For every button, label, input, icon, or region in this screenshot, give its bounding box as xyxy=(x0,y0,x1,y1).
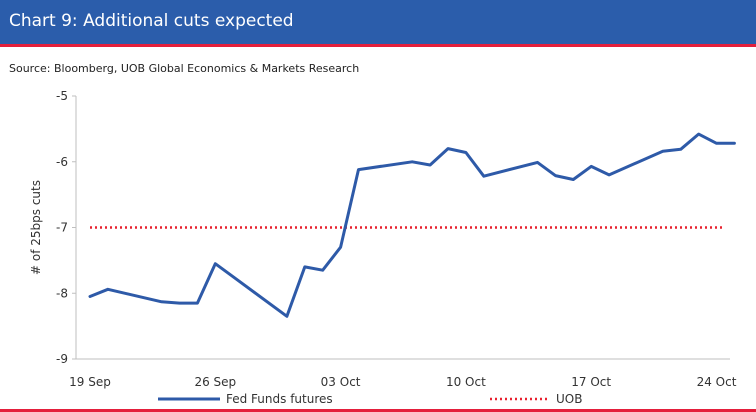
y-tick-label: -9 xyxy=(56,352,68,366)
series-fed-funds-futures-line xyxy=(88,132,736,318)
x-tick-label: 19 Sep xyxy=(69,375,111,389)
y-axis: -5 -6 -7 -8 -9 xyxy=(56,89,77,366)
x-tick-label: 10 Oct xyxy=(446,375,486,389)
x-tick-label: 26 Sep xyxy=(194,375,236,389)
header-divider xyxy=(0,44,756,47)
y-tick-label: -7 xyxy=(56,221,68,235)
footer-divider xyxy=(0,409,756,412)
y-axis-title: # of 25bps cuts xyxy=(29,180,43,275)
chart-title: Chart 9: Additional cuts expected xyxy=(9,11,294,31)
x-tick-label: 03 Oct xyxy=(321,375,361,389)
legend-label-uob: UOB xyxy=(556,392,582,406)
source-note: Source: Bloomberg, UOB Global Economics … xyxy=(9,62,360,75)
legend-label-fed-funds-futures: Fed Funds futures xyxy=(226,392,333,406)
x-tick-label: 24 Oct xyxy=(697,375,737,389)
y-tick-label: -8 xyxy=(56,286,68,300)
series-group xyxy=(88,132,736,318)
chart-header: Chart 9: Additional cuts expected xyxy=(0,0,756,44)
legend: Fed Funds futures UOB xyxy=(158,392,582,406)
x-tick-label: 17 Oct xyxy=(571,375,611,389)
x-axis: 19 Sep 26 Sep 03 Oct 10 Oct 17 Oct 24 Oct xyxy=(69,358,737,389)
y-tick-label: -6 xyxy=(56,155,68,169)
y-tick-label: -5 xyxy=(56,89,68,103)
